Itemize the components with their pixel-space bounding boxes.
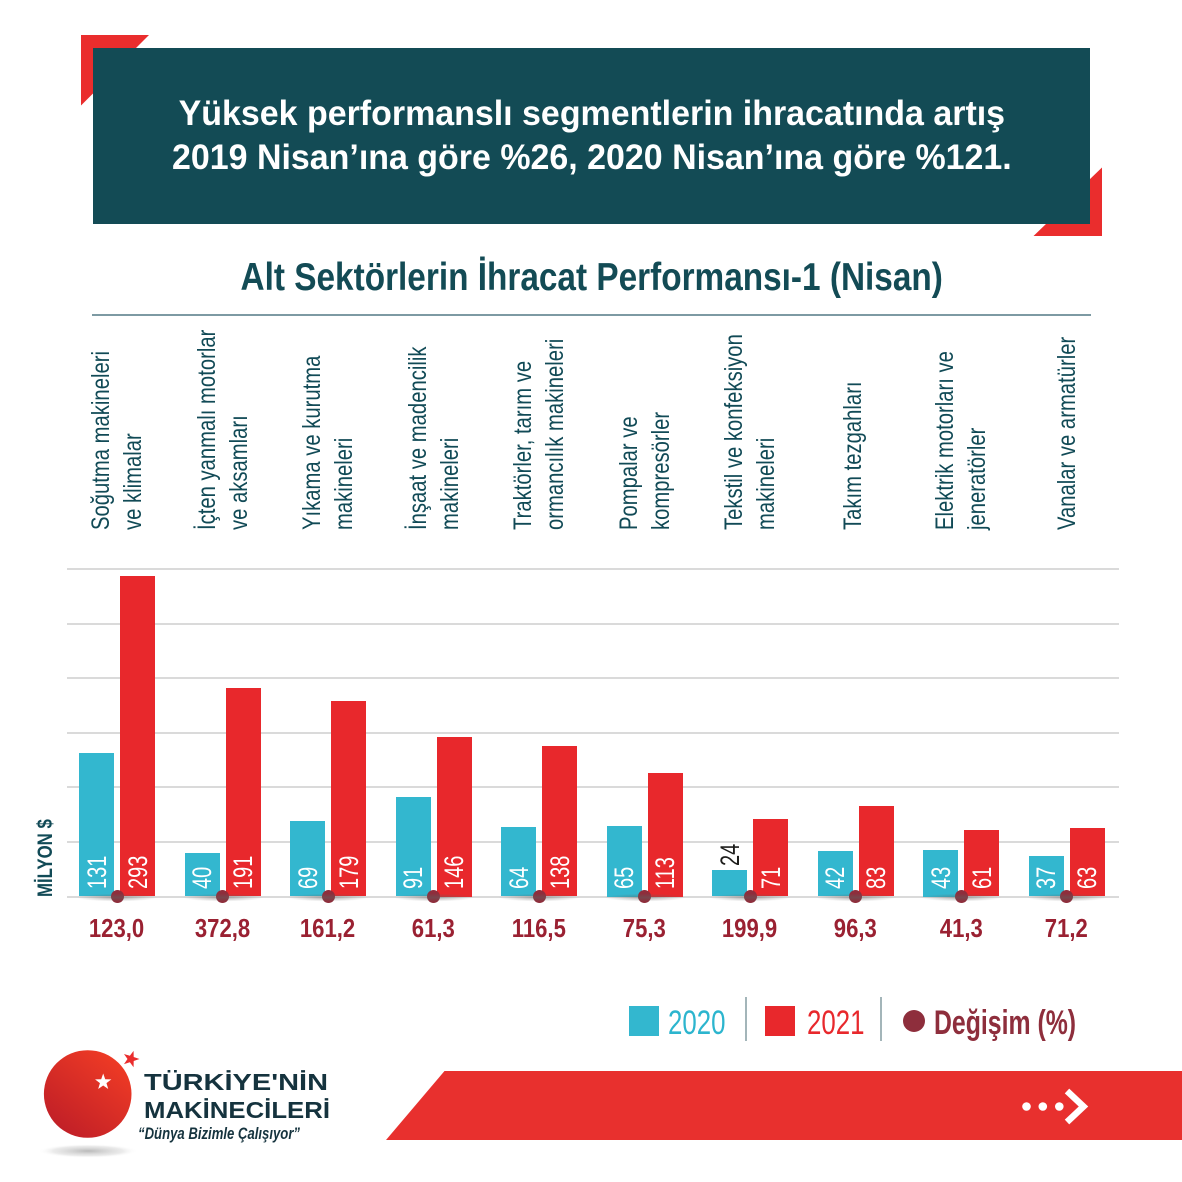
svg-text:MAKİNECİLERİ: MAKİNECİLERİ [144, 1097, 330, 1123]
svg-text:TÜRKİYE'NİN: TÜRKİYE'NİN [144, 1069, 328, 1095]
svg-text:“Dünya Bizimle Çalışıyor”: “Dünya Bizimle Çalışıyor” [138, 1124, 300, 1143]
